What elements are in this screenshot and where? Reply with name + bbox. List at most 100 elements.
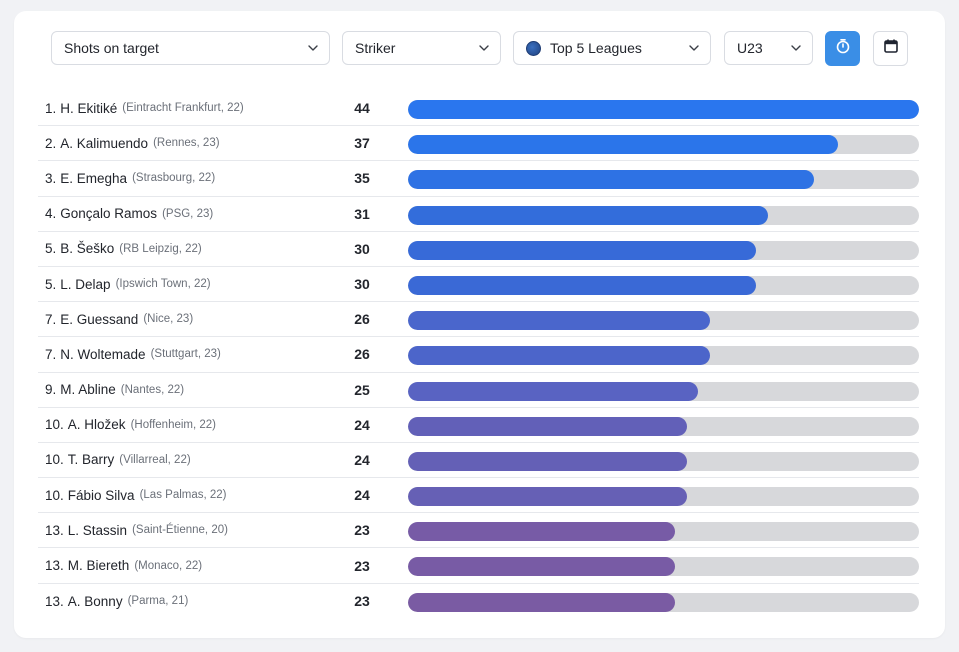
player-name: A. Kalimuendo	[60, 135, 149, 151]
player-name: Fábio Silva	[67, 487, 135, 503]
ranking-row: 10. A. Hložek (Hoffenheim, 22) 24	[38, 408, 919, 443]
shot-count: 26	[354, 346, 370, 363]
player-name: B. Šeško	[60, 241, 115, 257]
player-club-age: (Nice, 23)	[143, 313, 194, 326]
player-rank: 4.	[45, 206, 57, 222]
player-club-age: (Stuttgart, 23)	[150, 348, 221, 361]
player-rank: 13.	[45, 593, 64, 609]
ranking-card: Shots on target Striker Top 5 Leagues U2…	[14, 11, 945, 638]
shot-count: 23	[354, 522, 370, 539]
bar-track	[408, 135, 919, 155]
stopwatch-button[interactable]	[825, 31, 860, 66]
player-label: 10. Fábio Silva (Las Palmas, 22)	[45, 478, 227, 512]
player-label: 10. A. Hložek (Hoffenheim, 22)	[45, 408, 216, 442]
player-club-age: (Las Palmas, 22)	[139, 489, 227, 502]
ranking-list: 1. H. Ekitiké (Eintracht Frankfurt, 22) 44 2…	[38, 91, 919, 619]
player-rank: 7.	[45, 311, 57, 327]
player-rank: 13.	[45, 522, 64, 538]
shot-count: 35	[354, 170, 370, 187]
ranking-row: 7. E. Guessand (Nice, 23) 26	[38, 302, 919, 338]
player-name: L. Delap	[60, 276, 111, 292]
player-label: 3. E. Emegha (Strasbourg, 22)	[45, 161, 215, 195]
player-club-age: (Rennes, 23)	[153, 137, 220, 150]
bar-track	[408, 416, 919, 436]
bar-fill	[408, 416, 687, 436]
shot-count: 44	[354, 100, 370, 117]
player-name: M. Biereth	[67, 558, 130, 574]
ranking-row: 2. A. Kalimuendo (Rennes, 23) 37	[38, 126, 919, 162]
league-select[interactable]: Top 5 Leagues	[513, 31, 711, 65]
player-label: 13. A. Bonny (Parma, 21)	[45, 584, 188, 619]
player-name: T. Barry	[67, 452, 115, 468]
ranking-row: 10. T. Barry (Villarreal, 22) 24	[38, 443, 919, 479]
chevron-down-icon	[688, 42, 700, 54]
player-club-age: (Monaco, 22)	[134, 559, 203, 572]
player-club-age: (Villarreal, 22)	[119, 453, 191, 466]
player-label: 1. H. Ekitiké (Eintracht Frankfurt, 22)	[45, 91, 244, 125]
chevron-down-icon	[307, 42, 319, 54]
bar-fill	[408, 522, 676, 542]
ranking-row: 13. L. Stassin (Saint-Étienne, 20) 23	[38, 513, 919, 549]
player-label: 2. A. Kalimuendo (Rennes, 23)	[45, 126, 220, 160]
player-rank: 1.	[45, 100, 57, 116]
player-rank: 10.	[45, 417, 64, 433]
player-name: A. Bonny	[67, 593, 123, 609]
shot-count: 24	[354, 451, 370, 468]
player-label: 13. M. Biereth (Monaco, 22)	[45, 548, 202, 582]
league-select-value: Top 5 Leagues	[550, 40, 642, 56]
ranking-row: 5. B. Šeško (RB Leipzig, 22) 30	[38, 232, 919, 267]
player-name: Gonçalo Ramos	[60, 206, 158, 222]
stopwatch-icon	[835, 38, 851, 59]
shot-count: 23	[354, 557, 370, 574]
player-club-age: (RB Leipzig, 22)	[119, 242, 202, 255]
bar-track	[408, 381, 919, 401]
filter-bar: Shots on target Striker Top 5 Leagues U2…	[14, 11, 945, 91]
age-select[interactable]: U23	[724, 31, 813, 65]
ranking-row: 13. M. Biereth (Monaco, 22) 23	[38, 548, 919, 584]
player-club-age: (Saint-Étienne, 20)	[132, 524, 228, 537]
player-rank: 10.	[45, 487, 64, 503]
shot-count: 24	[354, 416, 370, 433]
bar-fill	[408, 311, 710, 331]
bar-fill	[408, 205, 769, 225]
player-club-age: (Ipswich Town, 22)	[115, 278, 211, 291]
position-select[interactable]: Striker	[342, 31, 501, 65]
metric-select[interactable]: Shots on target	[51, 31, 330, 65]
bar-fill	[408, 592, 676, 612]
bar-track	[408, 346, 919, 366]
bar-track	[408, 170, 919, 190]
player-label: 5. L. Delap (Ipswich Town, 22)	[45, 267, 211, 301]
player-label: 4. Gonçalo Ramos (PSG, 23)	[45, 197, 213, 231]
player-club-age: (Parma, 21)	[127, 595, 189, 608]
shot-count: 26	[354, 311, 370, 328]
bar-fill	[408, 100, 919, 119]
age-select-value: U23	[737, 40, 763, 56]
player-label: 7. E. Guessand (Nice, 23)	[45, 302, 193, 336]
bar-track	[408, 100, 919, 119]
player-label: 13. L. Stassin (Saint-Étienne, 20)	[45, 513, 228, 547]
player-club-age: (Hoffenheim, 22)	[130, 418, 217, 431]
player-name: L. Stassin	[67, 522, 128, 538]
bar-fill	[408, 240, 757, 260]
globe-icon	[526, 40, 541, 56]
ranking-row: 10. Fábio Silva (Las Palmas, 22) 24	[38, 478, 919, 514]
bar-track	[408, 205, 919, 225]
shot-count: 23	[354, 593, 370, 610]
bar-fill	[408, 557, 676, 577]
shot-count: 31	[354, 205, 370, 222]
player-club-age: (Strasbourg, 22)	[132, 172, 216, 185]
player-name: N. Woltemade	[60, 346, 146, 362]
player-label: 10. T. Barry (Villarreal, 22)	[45, 443, 191, 477]
ranking-row: 1. H. Ekitiké (Eintracht Frankfurt, 22) 44	[38, 91, 919, 127]
bar-track	[408, 592, 919, 612]
shot-count: 25	[354, 381, 370, 398]
player-club-age: (Eintracht Frankfurt, 22)	[122, 102, 244, 115]
player-name: M. Abline	[60, 382, 116, 398]
bar-track	[408, 275, 919, 295]
bar-fill	[408, 170, 815, 190]
bar-fill	[408, 451, 687, 471]
ranking-row: 5. L. Delap (Ipswich Town, 22) 30	[38, 267, 919, 303]
player-club-age: (PSG, 23)	[162, 207, 214, 220]
player-name: E. Guessand	[60, 311, 139, 327]
calendar-button[interactable]	[873, 31, 908, 66]
